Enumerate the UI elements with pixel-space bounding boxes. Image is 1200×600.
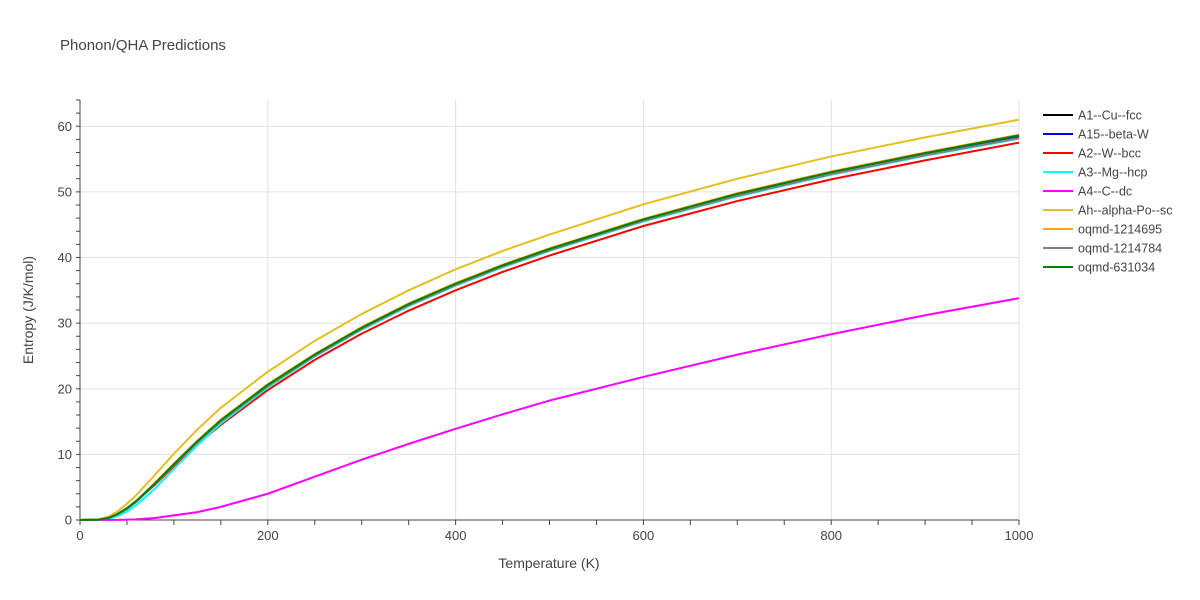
- legend-item[interactable]: oqmd-1214695: [1043, 223, 1162, 237]
- y-tick-label: 0: [65, 513, 72, 528]
- grid: [80, 100, 1020, 520]
- y-axis-title: Entropy (J/K/mol): [20, 256, 36, 364]
- y-tick-label: 50: [58, 184, 72, 199]
- chart-title: Phonon/QHA Predictions: [60, 37, 226, 54]
- y-tick-label: 40: [58, 250, 72, 265]
- legend-label: A1--Cu--fcc: [1078, 109, 1142, 123]
- series-line-8: [79, 134, 1020, 521]
- legend-label: A15--beta-W: [1078, 128, 1149, 142]
- series-line-4: [79, 297, 1020, 521]
- x-axis-title: Temperature (K): [498, 555, 599, 571]
- series-line-7: [79, 137, 1020, 521]
- plot-area: [79, 118, 1020, 521]
- x-tick-label: 0: [76, 528, 83, 543]
- y-tick-label: 20: [58, 381, 72, 396]
- series-line-5: [79, 118, 1020, 521]
- y-tick-label: 10: [58, 447, 72, 462]
- legend-item[interactable]: Ah--alpha-Po--sc: [1043, 204, 1172, 218]
- legend-item[interactable]: A4--C--dc: [1043, 185, 1132, 199]
- x-tick-label: 800: [820, 528, 842, 543]
- legend-item[interactable]: A2--W--bcc: [1043, 147, 1141, 161]
- legend-label: A2--W--bcc: [1078, 147, 1141, 161]
- series-line-3: [79, 137, 1020, 521]
- legend-label: oqmd-1214695: [1078, 223, 1162, 237]
- legend-label: oqmd-631034: [1078, 261, 1155, 275]
- legend-label: A4--C--dc: [1078, 185, 1132, 199]
- series-line-1: [79, 136, 1020, 521]
- legend-label: A3--Mg--hcp: [1078, 166, 1148, 180]
- series-line-6: [79, 133, 1020, 521]
- x-tick-label: 1000: [1005, 528, 1034, 543]
- legend-item[interactable]: oqmd-631034: [1043, 261, 1155, 275]
- legend-label: Ah--alpha-Po--sc: [1078, 204, 1172, 218]
- legend-item[interactable]: oqmd-1214784: [1043, 242, 1162, 256]
- x-tick-label: 200: [257, 528, 279, 543]
- series-line-0: [79, 135, 1020, 521]
- legend[interactable]: A1--Cu--fcc A15--beta-W A2--W--bcc A3--Mg--…: [1043, 109, 1172, 275]
- axes: 0 200 400 600 800 1000 0 10 20 30 40 50 60: [58, 99, 1034, 543]
- series-line-2: [79, 141, 1020, 521]
- y-tick-label: 60: [58, 119, 72, 134]
- legend-label: oqmd-1214784: [1078, 242, 1162, 256]
- x-tick-label: 400: [445, 528, 467, 543]
- legend-item[interactable]: A3--Mg--hcp: [1043, 166, 1148, 180]
- legend-item[interactable]: A15--beta-W: [1043, 128, 1149, 142]
- y-tick-label: 30: [58, 316, 72, 331]
- x-tick-label: 600: [633, 528, 655, 543]
- legend-item[interactable]: A1--Cu--fcc: [1043, 109, 1142, 123]
